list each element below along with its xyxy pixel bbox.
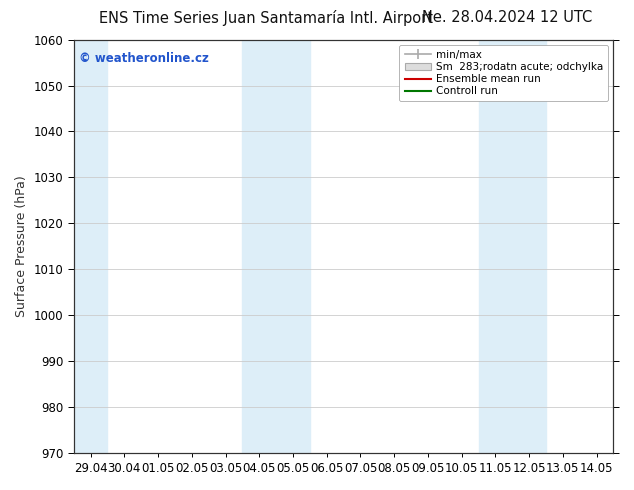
Legend: min/max, Sm  283;rodatn acute; odchylka, Ensemble mean run, Controll run: min/max, Sm 283;rodatn acute; odchylka, … <box>399 45 608 101</box>
Y-axis label: Surface Pressure (hPa): Surface Pressure (hPa) <box>15 175 28 317</box>
Bar <box>479 40 546 453</box>
Bar <box>242 40 310 453</box>
Text: © weatheronline.cz: © weatheronline.cz <box>79 52 209 65</box>
Bar <box>74 40 107 453</box>
Text: Ne. 28.04.2024 12 UTC: Ne. 28.04.2024 12 UTC <box>422 10 592 25</box>
Text: ENS Time Series Juan Santamaría Intl. Airport: ENS Time Series Juan Santamaría Intl. Ai… <box>100 10 433 26</box>
